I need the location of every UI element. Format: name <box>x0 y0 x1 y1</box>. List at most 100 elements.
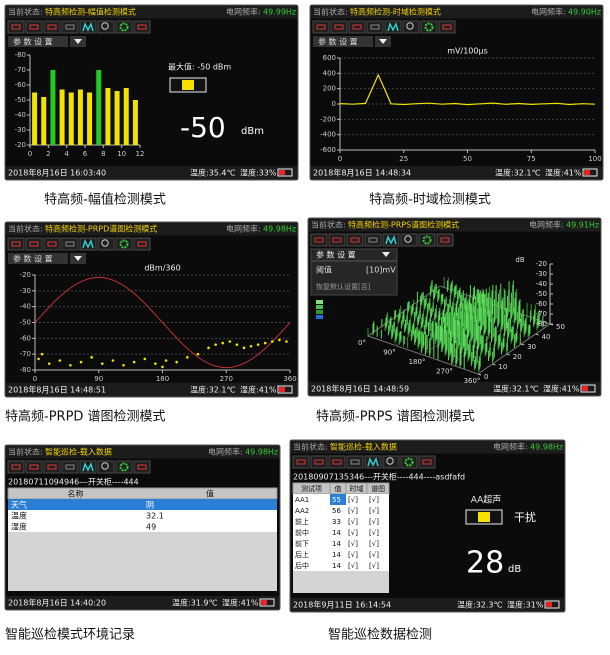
z-tick-label: -40 <box>536 280 547 288</box>
tool-glyph <box>119 22 129 32</box>
pd-point <box>235 343 239 346</box>
reset-option: 恢复默认设置[否] <box>316 282 371 291</box>
y-tick-label: -20 <box>20 271 31 279</box>
y-tick-label: 0 <box>332 100 336 108</box>
tool-glyph <box>47 24 57 30</box>
table-row <box>293 505 389 516</box>
level-indicator-fill <box>182 80 194 90</box>
tool-icon <box>328 455 346 469</box>
tool-glyph <box>11 24 21 30</box>
table-cell: [√] <box>348 496 358 504</box>
legend-swatch <box>316 310 323 314</box>
humidity: 湿度:31% <box>507 600 544 610</box>
screen-bg <box>4 221 299 398</box>
cycle-tick <box>477 373 482 376</box>
status: 智能巡检-载入数据 <box>330 442 397 452</box>
bar <box>87 92 93 145</box>
status: 特高频检测-PRPS谱图检测模式 <box>348 220 459 230</box>
plane-grid <box>395 295 468 346</box>
table-header: 测试项 <box>301 484 322 493</box>
battery-level <box>261 600 267 605</box>
tool-glyph <box>65 24 75 30</box>
freq-label: 电网频率: <box>531 7 566 17</box>
pd-point <box>122 363 125 367</box>
y-tick-label: -80 <box>20 366 31 374</box>
tool-glyph <box>350 237 360 243</box>
table-cell: 49 <box>146 523 156 532</box>
humidity: 湿度:33% <box>240 168 277 178</box>
menu-button <box>8 36 68 47</box>
date: 2018年9月11日 16:14:54 <box>293 600 391 610</box>
x-tick-label: 75 <box>527 155 536 163</box>
tool-icon <box>115 237 133 251</box>
table-cell: 前下 <box>295 539 309 548</box>
menu-label: 参 数 设 置 <box>318 37 358 47</box>
table-cell: 32.1 <box>146 512 164 521</box>
phase-label: 270° <box>436 368 453 376</box>
tool-icon <box>61 237 79 251</box>
table-cell: [√] <box>369 540 379 548</box>
z-tick-label: -50 <box>536 290 547 298</box>
phase-label: 180° <box>409 358 426 366</box>
x-tick-label: 0 <box>28 150 32 158</box>
table-cell: [√] <box>369 551 379 559</box>
device-screen: 当前状态: 智能巡检-载入数据 电网频率: 49.98Hz 2018年8月16日 14:… <box>4 444 281 611</box>
x-tick-label: 0 <box>33 375 37 383</box>
table-cell: 14 <box>332 540 341 548</box>
x-tick-label: 12 <box>136 150 145 158</box>
date: 2018年8月16日 14:40:20 <box>8 598 106 608</box>
tool-icon <box>25 20 43 34</box>
pd-point <box>111 359 115 362</box>
table-cell: [√] <box>369 562 379 570</box>
table-cell: [√] <box>348 507 358 515</box>
y-tick-label: 600 <box>323 54 336 62</box>
tool-glyph <box>47 464 57 470</box>
y-tick-label: -400 <box>320 131 336 139</box>
table-row <box>293 549 389 560</box>
pd-point <box>221 341 225 345</box>
status: 智能巡检-载入数据 <box>45 447 112 457</box>
file-name: 20180907135346---开关柜----444----asdfafd <box>293 472 465 482</box>
pd-point <box>263 341 267 345</box>
table-cell: [√] <box>348 518 358 526</box>
pd-point <box>40 352 44 356</box>
tool-glyph <box>332 237 342 243</box>
date: 2018年8月16日 16:03:40 <box>8 168 106 178</box>
tool-icon <box>436 233 454 247</box>
bottom-bar <box>5 383 298 397</box>
pd-point <box>228 340 232 343</box>
pd-point <box>69 363 72 367</box>
tool-icon <box>43 237 61 251</box>
tool-glyph <box>101 22 109 30</box>
tool-icon <box>312 20 330 34</box>
battery <box>544 600 560 609</box>
bottom-bar <box>5 596 280 610</box>
pd-point <box>154 362 157 365</box>
table-cell: 温度 <box>11 511 27 521</box>
device-screen: 当前状态: 特高频检测-PRPD谱图检测模式 电网频率: 49.98Hz 参 数 设 置… <box>4 221 299 398</box>
x-tick-label: 10 <box>117 150 126 158</box>
threshold-value: [10]mV <box>366 266 396 275</box>
status-label: 当前状态: <box>8 7 43 17</box>
table-cell: [√] <box>369 507 379 515</box>
y-tick-label: -30 <box>20 287 31 295</box>
tool-icon <box>438 20 456 34</box>
z-tick-label: -60 <box>536 300 547 308</box>
table-cell: [√] <box>369 496 379 504</box>
bar <box>105 88 111 145</box>
tool-glyph <box>137 24 147 30</box>
status-label: 当前状态: <box>8 224 43 234</box>
tool-icon <box>364 233 382 247</box>
temperature: 温度:32.1℃ <box>493 384 539 394</box>
caption: 特高频-幅值检测模式 <box>44 192 166 208</box>
bar <box>77 89 83 145</box>
caption: 特高频-时域检测模式 <box>369 192 491 208</box>
status-label: 当前状态: <box>311 220 346 230</box>
z-axis-label: dB <box>515 256 524 264</box>
date: 2018年8月16日 14:48:59 <box>311 384 409 394</box>
table-cell: 56 <box>332 507 341 515</box>
table-header: 名称 <box>68 489 84 499</box>
humidity: 湿度:41% <box>545 168 582 178</box>
menu-button <box>313 36 373 47</box>
